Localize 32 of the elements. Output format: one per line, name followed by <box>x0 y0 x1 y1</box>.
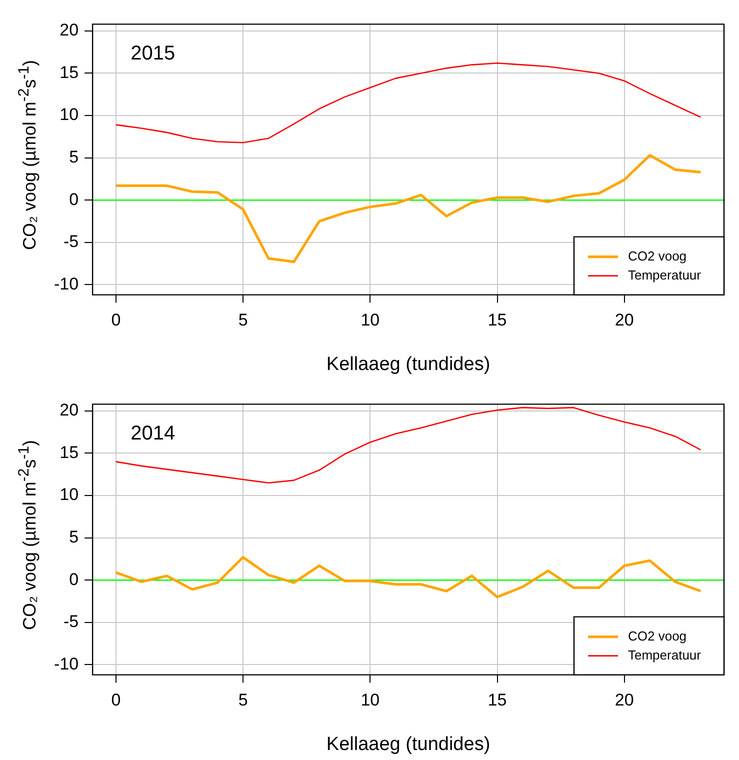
x-tick-label: 20 <box>614 690 634 710</box>
y-tick-label: 10 <box>60 485 79 504</box>
legend-label: CO2 voog <box>628 628 687 644</box>
legend-label: Temperatuur <box>628 267 702 282</box>
x-tick-label: 5 <box>238 310 248 330</box>
y-tick-label: -10 <box>54 274 79 294</box>
y-tick-label: 5 <box>69 147 79 166</box>
y-tick-label: 20 <box>60 20 79 40</box>
x-tick-label: 20 <box>614 310 634 330</box>
x-tick-label: 15 <box>488 690 507 710</box>
y-tick-label: 10 <box>60 105 79 124</box>
y-tick-label: 5 <box>69 527 79 546</box>
y-tick-label: 20 <box>60 400 79 420</box>
y-tick-label: -5 <box>63 612 79 632</box>
text: 2014 <box>130 422 176 445</box>
x-axis-title: Kellaaeg (tundides) <box>326 354 490 375</box>
y-tick-label: 0 <box>69 190 79 209</box>
x-tick-label: 0 <box>111 690 121 710</box>
x-axis-title: Kellaaeg (tundides) <box>326 734 490 755</box>
legend-label: Temperatuur <box>628 647 702 662</box>
y-tick-label: 15 <box>60 442 79 462</box>
legend-label: CO2 voog <box>628 248 687 264</box>
x-tick-label: 10 <box>360 310 380 330</box>
y-tick-label: 15 <box>60 62 79 82</box>
text: 2015 <box>130 42 176 65</box>
y-tick-label: -10 <box>54 654 79 674</box>
x-tick-label: 0 <box>111 310 121 330</box>
x-tick-label: 10 <box>360 690 380 710</box>
x-tick-label: 5 <box>238 690 248 710</box>
y-tick-label: 0 <box>69 570 79 589</box>
x-tick-label: 15 <box>488 310 507 330</box>
y-tick-label: -5 <box>63 232 79 252</box>
